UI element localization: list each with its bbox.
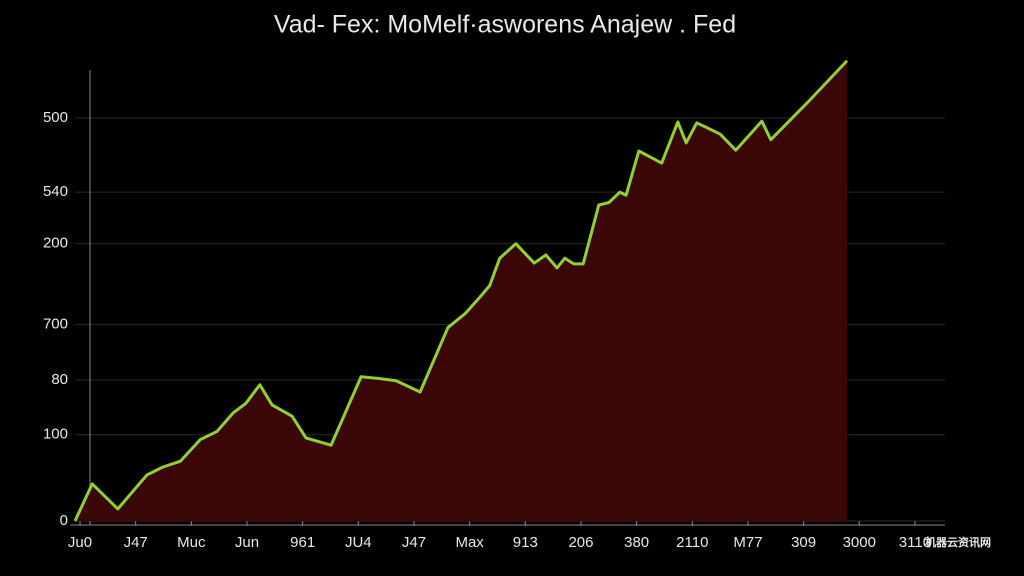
- x-tick-label: 206: [568, 534, 593, 551]
- chart-title: Vad- Fex: MoMelf·asworens Anajew . Fed: [274, 11, 736, 39]
- x-tick-label: J47: [402, 534, 426, 551]
- x-tick-label: J47: [124, 534, 148, 551]
- x-tick-label: 913: [513, 534, 538, 551]
- x-tick-label: M77: [733, 534, 762, 551]
- x-tick-label: 961: [290, 534, 315, 551]
- watermark: 机器云资讯网: [925, 535, 991, 549]
- x-tick-label: 309: [791, 534, 816, 551]
- y-tick-label: 200: [43, 235, 68, 252]
- y-tick-label: 100: [43, 426, 68, 443]
- y-tick-label: 80: [51, 371, 68, 388]
- area: [75, 60, 848, 522]
- x-tick-label: Muc: [177, 534, 206, 551]
- x-tick-label: JU4: [345, 534, 372, 551]
- y-tick-label: 700: [43, 315, 68, 332]
- x-tick-label: 3000: [843, 534, 876, 551]
- y-tick-label: 500: [43, 109, 68, 126]
- x-tick-label: Ju0: [68, 534, 92, 551]
- x-tick-label: 380: [624, 534, 649, 551]
- x-tick-label: 3110: [899, 534, 931, 551]
- y-tick-label: 0: [60, 512, 68, 529]
- line: [73, 59, 849, 522]
- x-tick-label: 2110: [676, 534, 708, 551]
- y-tick-label: 540: [43, 183, 68, 200]
- x-tick-label: Max: [455, 534, 484, 551]
- x-tick-label: Jun: [235, 534, 259, 551]
